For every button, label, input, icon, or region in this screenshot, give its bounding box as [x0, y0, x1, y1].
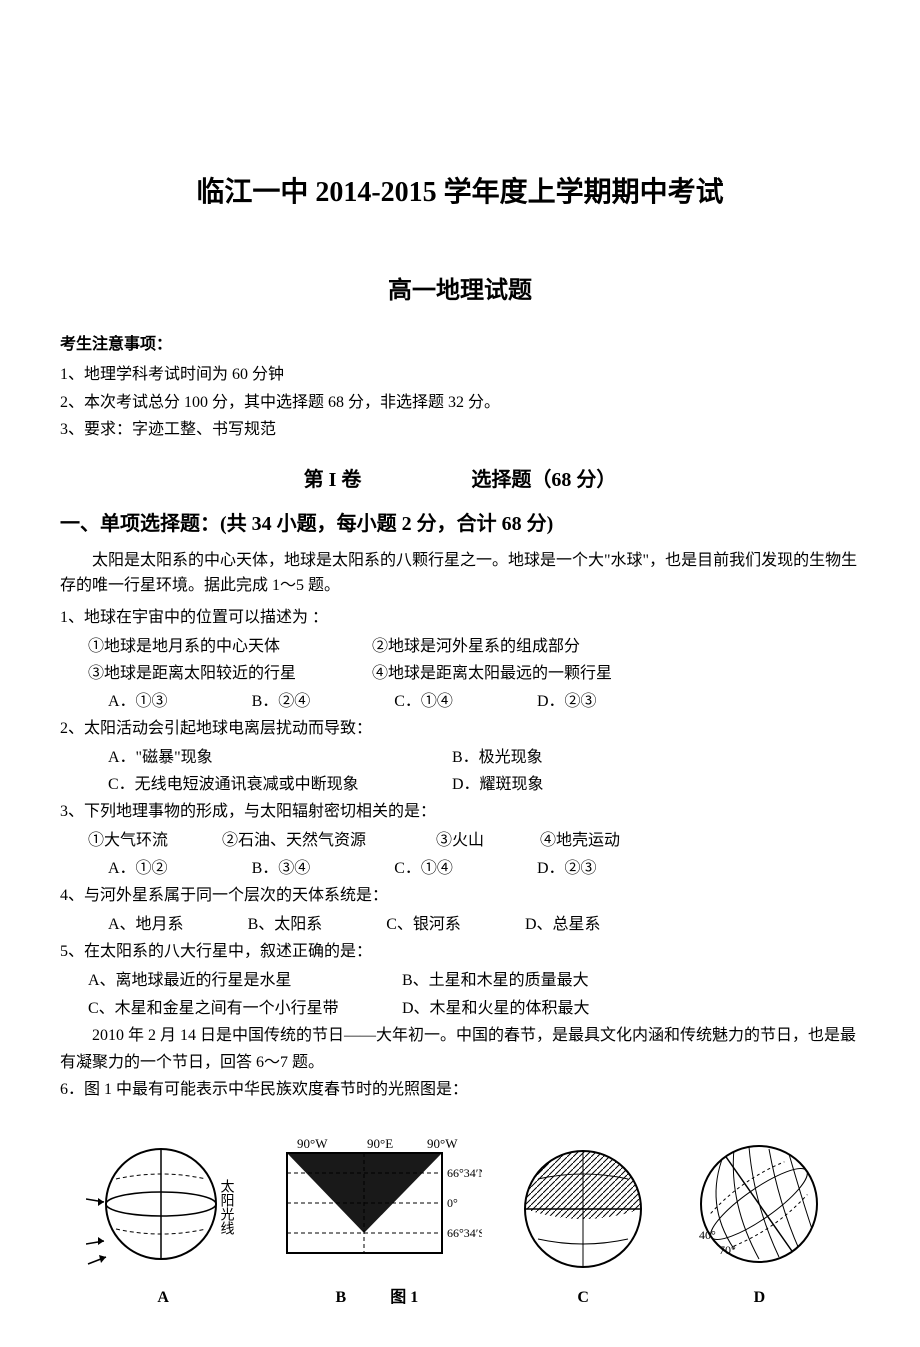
- diagram-d: 40° 70° D: [684, 1139, 834, 1307]
- figure-label: D: [684, 1289, 834, 1307]
- svg-text:90°W: 90°W: [297, 1136, 328, 1151]
- section-right: 选择题（68 分）: [471, 469, 616, 491]
- question-options: A．①③ B．②④ C．①④ D．②③: [60, 688, 860, 715]
- question-stem: 3、下列地理事物的形成，与太阳辐射密切相关的是：: [60, 798, 860, 825]
- diagram-a: 太阳光线 A: [86, 1139, 241, 1307]
- svg-text:66°34′N: 66°34′N: [447, 1166, 482, 1180]
- question-stem: 5、在太阳系的八大行星中，叙述正确的是：: [60, 938, 860, 965]
- section-left: 第 I 卷: [304, 469, 362, 491]
- svg-text:0°: 0°: [447, 1196, 458, 1210]
- question-options: A．"磁暴"现象 B．极光现象: [60, 744, 860, 771]
- notice-item: 3、要求：字迹工整、书写规范: [60, 417, 860, 443]
- notice-item: 1、地理学科考试时间为 60 分钟: [60, 362, 860, 388]
- svg-text:90°E: 90°E: [367, 1136, 393, 1151]
- svg-text:太阳光线: 太阳光线: [218, 1179, 234, 1235]
- question-sub: ③地球是距离太阳较近的行星 ④地球是距离太阳最远的一颗行星: [60, 660, 860, 687]
- notice-header: 考生注意事项：: [60, 330, 860, 354]
- intro-text: 太阳是太阳系的中心天体，地球是太阳系的八颗行星之一。地球是一个大"水球"，也是目…: [60, 548, 860, 599]
- svg-text:90°W: 90°W: [427, 1136, 458, 1151]
- figure-row: 太阳光线 A 90°W 90°E 90°W 66°34′N 0° 66°34′S…: [60, 1133, 860, 1307]
- sub-title: 高一地理试题: [60, 270, 860, 305]
- svg-text:70°: 70°: [719, 1243, 736, 1257]
- question-sub: ①大气环流 ②石油、天然气资源 ③火山 ④地壳运动: [60, 827, 860, 854]
- question-stem: 2、太阳活动会引起地球电离层扰动而导致：: [60, 715, 860, 742]
- question-options: A、离地球最近的行星是水星 B、土星和木星的质量最大: [60, 967, 860, 994]
- svg-text:66°34′S: 66°34′S: [447, 1226, 482, 1240]
- question-options: A．①② B．③④ C．①④ D．②③: [60, 855, 860, 882]
- question-options: C．无线电短波通讯衰减或中断现象 D．耀斑现象: [60, 771, 860, 798]
- question-options: C、木星和金星之间有一个小行星带 D、木星和火星的体积最大: [60, 995, 860, 1022]
- figure-label: C: [513, 1289, 653, 1307]
- context-text: 2010 年 2 月 14 日是中国传统的节日——大年初一。中国的春节，是最具文…: [60, 1022, 860, 1076]
- main-title: 临江一中 2014-2015 学年度上学期期中考试: [60, 170, 860, 210]
- question-stem: 1、地球在宇宙中的位置可以描述为 ：: [60, 604, 860, 631]
- notice-item: 2、本次考试总分 100 分，其中选择题 68 分，非选择题 32 分。: [60, 390, 860, 416]
- section-header: 第 I 卷 选择题（68 分）: [60, 463, 860, 492]
- question-options: A、地月系 B、太阳系 C、银河系 D、总星系: [60, 911, 860, 938]
- diagram-b: 90°W 90°E 90°W 66°34′N 0° 66°34′S B 图 1: [272, 1133, 482, 1307]
- figure-label: A: [86, 1289, 241, 1307]
- question-stem: 6．图 1 中最有可能表示中华民族欢度春节时的光照图是：: [60, 1076, 860, 1103]
- question-stem: 4、与河外星系属于同一个层次的天体系统是：: [60, 882, 860, 909]
- part-header: 一、单项选择题：(共 34 小题，每小题 2 分，合计 68 分): [60, 507, 860, 536]
- svg-text:40°: 40°: [699, 1228, 716, 1242]
- question-sub: ①地球是地月系的中心天体 ②地球是河外星系的组成部分: [60, 633, 860, 660]
- diagram-c: C: [513, 1139, 653, 1307]
- figure-label: B 图 1: [272, 1283, 482, 1307]
